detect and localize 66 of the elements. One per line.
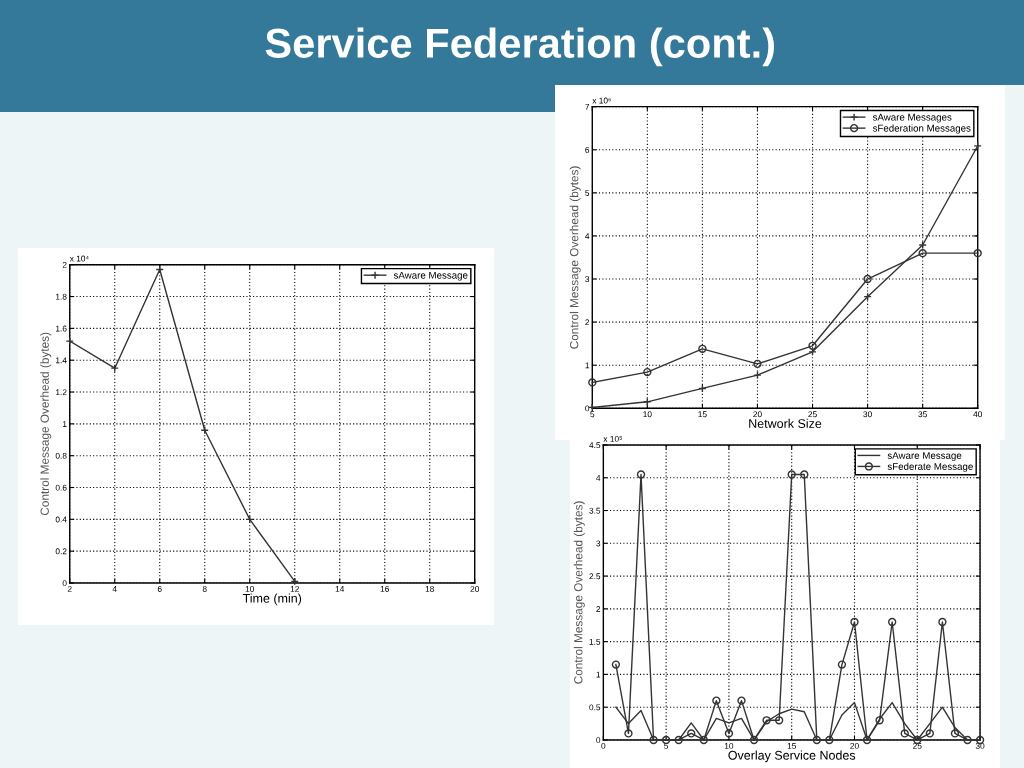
x-tick-label: 18	[425, 585, 434, 592]
legend-label: sFederate Message	[887, 462, 973, 472]
y-tick-label: 6	[585, 146, 590, 153]
y-axis-title: Control Message Overhead (bytes)	[573, 501, 585, 684]
x-tick-label: 4	[112, 586, 117, 592]
x-tick-label: 30	[863, 411, 872, 418]
y-tick-label: 7	[585, 103, 590, 110]
x-tick-label: 14	[335, 586, 345, 592]
y-tick-label: 1	[62, 421, 67, 427]
x-tick-label: 10	[643, 411, 652, 418]
y-tick-label: 0.5	[589, 704, 601, 711]
y-tick-label: 5	[585, 190, 590, 196]
x-tick-label: 10	[724, 742, 734, 749]
y-tick-label: 2	[62, 261, 67, 268]
y-tick-label: 0.4	[55, 516, 67, 523]
x-tick-label: 30	[975, 742, 985, 749]
y-tick-label: 2	[596, 606, 601, 612]
text: x 10⁴	[69, 255, 89, 262]
y-axis-title: Control Message Overhead (bytes)	[40, 332, 52, 516]
y-tick-label: 1	[596, 671, 601, 678]
y-tick-label: 0.6	[55, 484, 67, 491]
y-tick-label: 2.5	[589, 573, 601, 580]
x-tick-label: 16	[380, 585, 389, 592]
y-tick-label: 1.8	[56, 293, 67, 300]
y-tick-label: 1.2	[56, 389, 67, 396]
x-tick-label: 0	[601, 742, 606, 749]
x-tick-label: 35	[918, 411, 927, 418]
x-tick-label: 15	[787, 743, 796, 749]
y-tick-label: 4	[585, 233, 590, 239]
x-axis-title: Overlay Service Nodes	[728, 750, 856, 763]
y-tick-label: 0	[596, 737, 601, 744]
x-tick-label: 20	[850, 742, 859, 749]
y-tick-label: 4	[596, 475, 601, 481]
x-tick-label: 2	[67, 585, 72, 592]
x-tick-label: 20	[470, 585, 480, 592]
text: x 10⁵	[603, 435, 623, 442]
x-tick-label: 12	[290, 585, 299, 592]
y-tick-label: 1.5	[589, 638, 601, 645]
x-tick-label: 10	[245, 585, 255, 592]
y-tick-label: 1.4	[56, 357, 67, 364]
legend-label: sAware Messages	[872, 113, 952, 123]
y-tick-label: 3	[596, 540, 601, 547]
y-tick-label: 1	[585, 362, 590, 369]
y-tick-label: 4.5	[589, 442, 601, 449]
x-tick-label: 20	[753, 411, 762, 418]
x-tick-label: 8	[202, 585, 207, 592]
x-tick-label: 15	[698, 411, 707, 418]
x-tick-label: 6	[157, 585, 162, 592]
y-tick-label: 0.8	[55, 452, 67, 459]
y-tick-label: 3.5	[589, 507, 601, 514]
legend-label: sAware Message	[887, 452, 962, 461]
y-tick-label: 0	[62, 580, 67, 587]
y-tick-label: 1.6	[56, 325, 67, 332]
y-axis-title: Control Message Overhead (bytes)	[569, 166, 581, 349]
y-tick-label: 2	[585, 319, 590, 326]
x-tick-label: 25	[808, 411, 817, 418]
y-tick-label: 0	[585, 405, 590, 412]
x-tick-label: 40	[973, 411, 983, 418]
legend-label: sFederation Messages	[872, 124, 971, 134]
text: x 10⁶	[592, 97, 611, 104]
y-tick-label: 3	[585, 276, 590, 283]
chart-title: Service Federation (cont.)	[265, 27, 774, 67]
x-axis-title: Network Size	[749, 418, 822, 428]
y-tick-label: 0.2	[55, 548, 67, 555]
x-axis-title: Time (min)	[242, 593, 302, 606]
legend-label: sAware Message	[393, 271, 468, 281]
